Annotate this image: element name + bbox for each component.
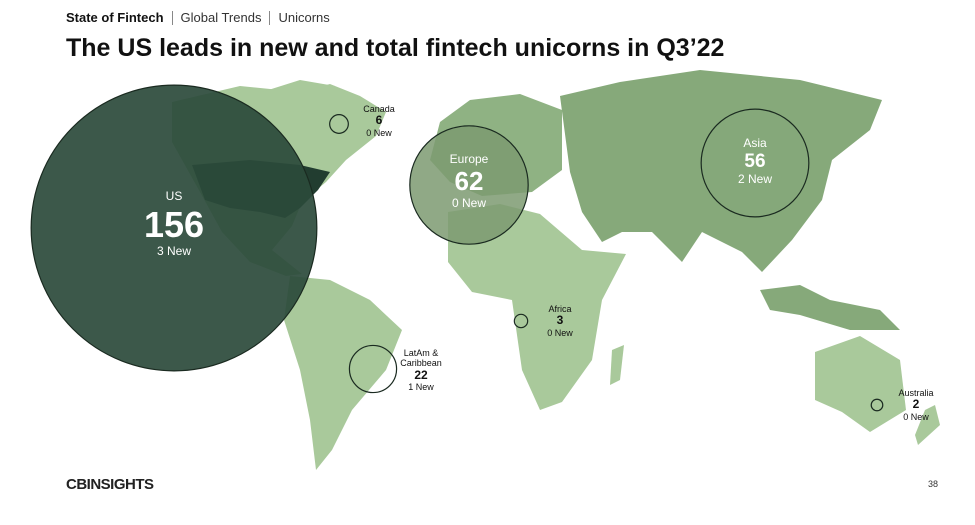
region-total: 22 <box>414 367 428 382</box>
region-bubble <box>513 313 529 329</box>
region-bubble <box>870 398 884 412</box>
region-name: US <box>165 189 183 203</box>
region-new: 3 New <box>156 244 192 259</box>
region-bubble <box>700 108 810 218</box>
region-bubble <box>329 114 349 134</box>
page-title: The US leads in new and total fintech un… <box>66 34 725 62</box>
breadcrumb-item: Unicorns <box>269 11 337 25</box>
region-bubble <box>30 84 318 372</box>
region-new: 0 New <box>451 195 487 210</box>
region-name: LatAm & Caribbean <box>400 348 442 369</box>
bubbles <box>30 84 884 412</box>
region-new: 0 New <box>366 128 392 139</box>
region-bubble <box>348 344 398 394</box>
greenland <box>262 80 335 112</box>
australia <box>815 336 906 432</box>
region-name: Asia <box>743 136 767 150</box>
region-bubble <box>409 125 529 245</box>
region-name: Canada <box>363 104 395 114</box>
region-label: Australia 2 0 New <box>898 388 933 422</box>
logo: CBINSIGHTS <box>66 476 154 493</box>
breadcrumb: State of Fintech Global Trends Unicorns <box>66 11 338 25</box>
region-total: 6 <box>375 113 383 128</box>
south-america <box>284 276 402 470</box>
region-name: Africa <box>548 304 572 314</box>
region-total: 62 <box>454 165 484 196</box>
region-total: 56 <box>744 150 766 172</box>
region-label: US 156 3 New <box>143 189 205 259</box>
region-label: Asia 56 2 New <box>737 136 773 186</box>
region-new: 0 New <box>547 328 573 339</box>
region-new: 2 New <box>737 171 773 186</box>
region-label: Europe 62 0 New <box>449 152 489 210</box>
madagascar <box>610 345 624 385</box>
region-label: Africa 3 0 New <box>547 304 573 338</box>
region-label: Canada 6 0 New <box>363 104 395 138</box>
new-zealand <box>915 405 940 445</box>
breadcrumb-item: State of Fintech <box>66 10 164 25</box>
region-total: 3 <box>556 313 564 328</box>
breadcrumb-item: Global Trends <box>171 11 270 25</box>
region-new: 0 New <box>903 412 929 423</box>
region-label: LatAm & Caribbean 22 1 New <box>391 348 451 393</box>
region-total: 156 <box>143 203 205 245</box>
southeast-asia <box>760 285 900 330</box>
africa <box>448 204 626 410</box>
region-new: 1 New <box>408 382 434 393</box>
page-number: 38 <box>928 479 939 489</box>
region-name: Europe <box>449 152 489 166</box>
region-name: Australia <box>898 388 934 398</box>
region-total: 2 <box>912 397 920 412</box>
